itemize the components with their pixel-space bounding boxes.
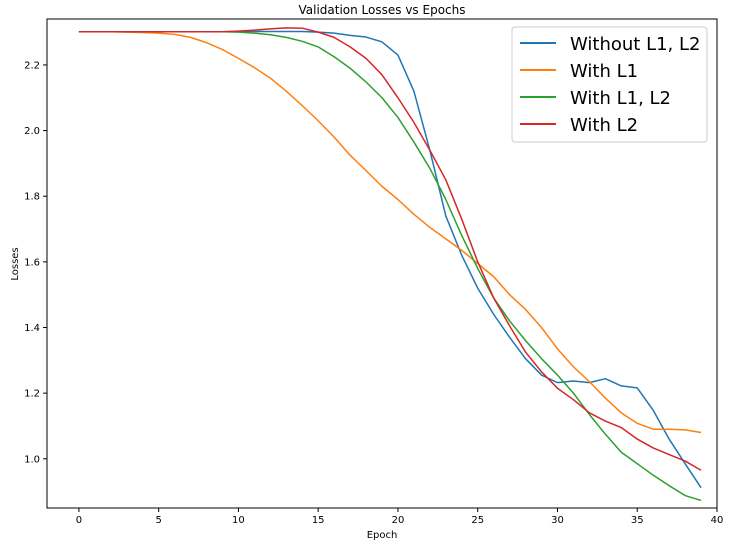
series-line-with-l1	[78, 31, 702, 434]
x-tick-label: 35	[631, 515, 644, 526]
series-layer	[78, 27, 702, 502]
ticks-layer: 0 5 10 15 20 25 30 35 40 1.0 1.2 1.4 1.6 1.8 2.0 2.2	[24, 60, 723, 526]
chart-title: Validation Losses vs Epochs	[298, 3, 465, 17]
y-axis-label: Losses	[10, 247, 21, 280]
x-tick-label: 10	[232, 515, 245, 526]
legend-label-with-l2: With L2	[570, 115, 638, 136]
x-tick-label: 40	[711, 515, 724, 526]
y-tick-label: 1.6	[24, 257, 40, 268]
y-tick-label: 1.0	[24, 454, 40, 465]
y-tick-label: 2.2	[24, 60, 40, 71]
x-tick-label: 25	[471, 515, 484, 526]
x-tick-label: 30	[551, 515, 564, 526]
x-tick-label: 15	[312, 515, 325, 526]
legend-label-with-l1-l2: With L1, L2	[570, 88, 671, 109]
x-tick-label: 5	[155, 515, 161, 526]
legend-box	[511, 26, 708, 143]
legend-label-without-l1-l2: Without L1, L2	[570, 34, 700, 55]
x-axis-label: Epoch	[367, 530, 398, 541]
y-tick-label: 2.0	[24, 126, 40, 137]
legend: Without L1, L2 With L1 With L1, L2 With …	[511, 26, 708, 143]
x-tick-label: 20	[392, 515, 405, 526]
plot-area-frame	[46, 18, 718, 509]
x-tick-label: 0	[76, 515, 82, 526]
y-tick-label: 1.2	[24, 389, 40, 400]
y-tick-label: 1.4	[24, 323, 40, 334]
legend-label-with-l1: With L1	[570, 61, 638, 82]
series-line-with-l2	[78, 27, 702, 471]
y-tick-label: 1.8	[24, 192, 40, 203]
